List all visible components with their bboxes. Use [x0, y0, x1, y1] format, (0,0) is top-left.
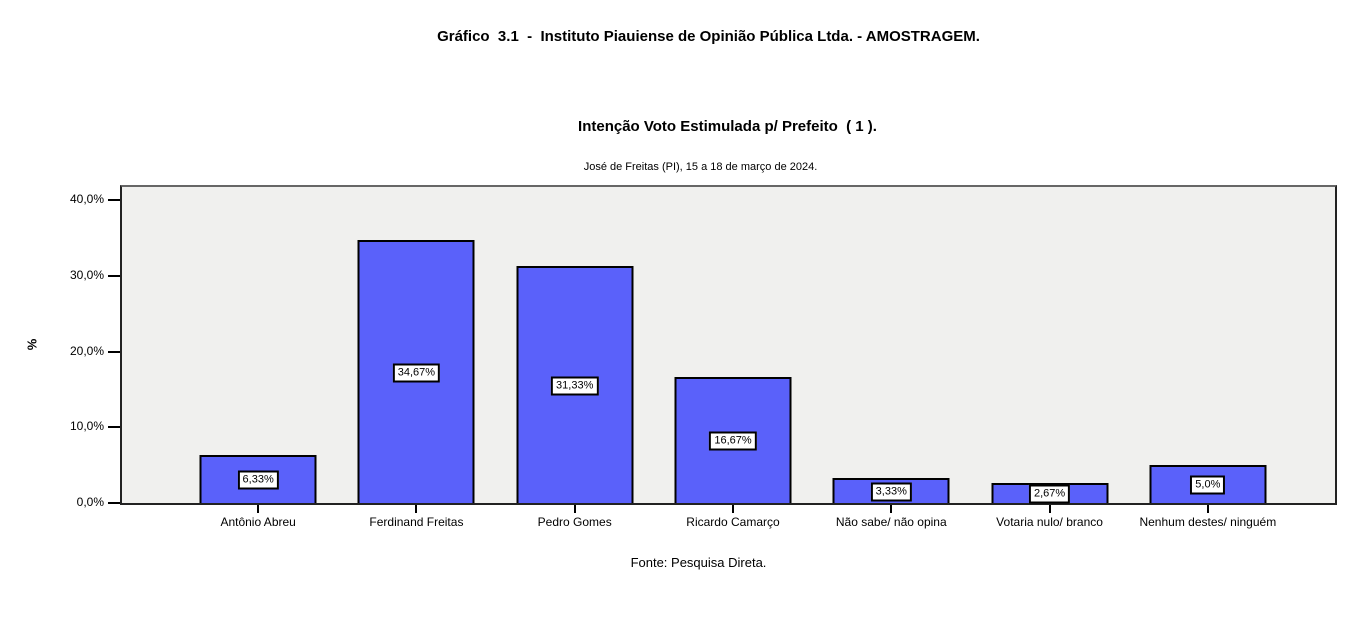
source-note: Fonte: Pesquisa Direta.: [630, 555, 767, 570]
bar-value-label: 16,67%: [709, 431, 757, 451]
bar-value-label: 31,33%: [551, 376, 599, 395]
x-tick-mark: [890, 505, 893, 513]
bar: 34,67%: [357, 240, 475, 503]
x-category-label: Nenhum destes/ ninguém: [1139, 515, 1277, 529]
y-tick-label: 30,0%: [69, 267, 104, 282]
y-tick-label: 10,0%: [69, 419, 104, 434]
y-tick-label: 40,0%: [69, 192, 104, 206]
bars-region: 6,33% Antônio Abreu 34,67% Ferdinand Freita…: [179, 187, 1287, 529]
x-tick-mark: [1048, 505, 1051, 513]
y-tick-mark: [108, 350, 120, 353]
bar: 2,67%: [991, 483, 1109, 504]
bar: 31,33%: [516, 266, 634, 503]
chart-title: Intenção Voto Estimulada p/ Prefeito ( 1…: [578, 118, 877, 135]
bar-slot: 2,67% Votaria nulo/ branco: [970, 187, 1128, 529]
bar: 16,67%: [674, 377, 792, 503]
bar-slot: 6,33% Antônio Abreu: [179, 187, 337, 529]
x-category-label: Antônio Abreu: [220, 515, 296, 529]
x-category-label: Não sabe/ não opina: [835, 515, 947, 529]
x-tick-mark: [257, 505, 260, 513]
plot-area: 6,33% Antônio Abreu 34,67% Ferdinand Freita…: [120, 185, 1337, 529]
bar-slot: 31,33% Pedro Gomes: [496, 187, 654, 529]
bar: 3,33%: [832, 478, 950, 503]
x-category-label: Ferdinand Freitas: [369, 515, 464, 529]
y-tick-label: 20,0%: [69, 343, 104, 358]
y-tick-mark: [108, 199, 120, 201]
y-tick-label: 0,0%: [76, 495, 104, 509]
x-category-label: Votaria nulo/ branco: [996, 515, 1103, 529]
y-tick-mark: [108, 426, 120, 429]
bar-value-label: 5,0%: [1190, 475, 1226, 495]
x-tick-mark: [731, 505, 734, 513]
chart-dateline: José de Freitas (PI), 15 a 18 de março d…: [583, 161, 818, 173]
bar-value-label: 2,67%: [1028, 484, 1071, 504]
x-category-label: Ricardo Camarço: [686, 515, 780, 529]
bar-slot: 34,67% Ferdinand Freitas: [337, 187, 495, 529]
x-tick-mark: [1206, 505, 1209, 513]
bar-value-label: 3,33%: [870, 482, 912, 501]
y-tick-mark: [108, 274, 120, 277]
bar: 5,0%: [1149, 465, 1267, 503]
bar-slot: 5,0% Nenhum destes/ ninguém: [1129, 187, 1287, 529]
x-tick-mark: [573, 505, 576, 513]
bar-value-label: 34,67%: [392, 363, 441, 382]
y-tick-mark: [108, 502, 120, 504]
x-tick-mark: [415, 505, 418, 513]
bar: 6,33%: [199, 455, 317, 503]
chart-heading: Gráfico 3.1 - Instituto Piauiense de Opi…: [437, 28, 980, 45]
bar-slot: 16,67% Ricardo Camarço: [654, 187, 812, 529]
bar-slot: 3,33% Não sabe/ não opina: [812, 187, 970, 529]
x-category-label: Pedro Gomes: [537, 515, 612, 529]
bar-value-label: 6,33%: [237, 470, 279, 490]
